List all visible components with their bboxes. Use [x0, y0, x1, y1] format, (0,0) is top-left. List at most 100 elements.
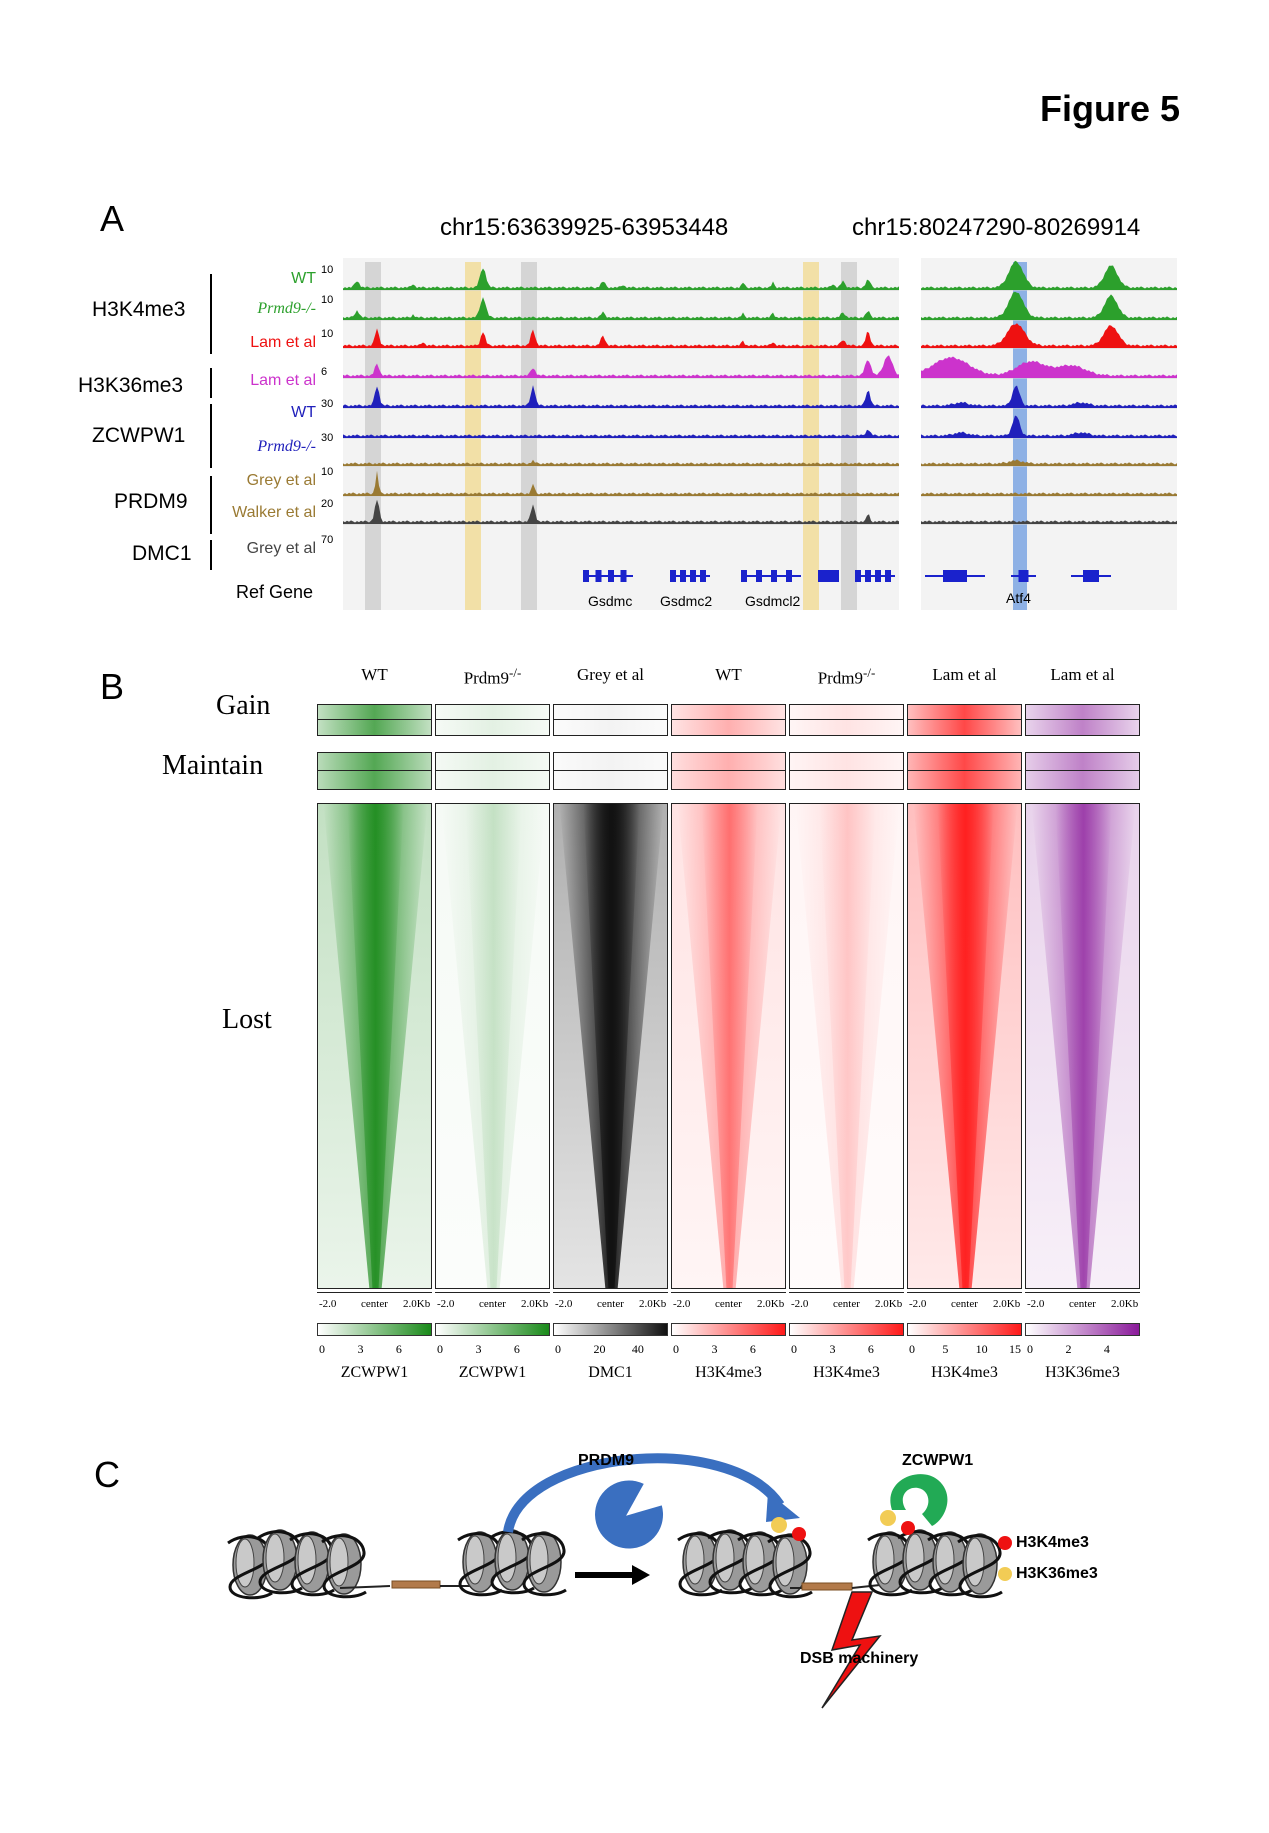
heatmap-maintain-3: [671, 752, 786, 790]
heatmap-col-title-6: Lam et al: [1050, 665, 1115, 684]
heatmap-maintain-4: [789, 752, 904, 790]
colorbar-tick-5-0: 0: [909, 1342, 915, 1356]
colorbar-tick-4-0: 0: [791, 1342, 797, 1356]
heatmap-maintain-6: [1025, 752, 1140, 790]
region-left-label: chr15:63639925-63953448: [440, 214, 729, 241]
gene-label-gsdmc2: Gsdmc2: [660, 593, 713, 609]
colorbar-1: [435, 1323, 550, 1336]
heatmap-axis-label-right-0: 2.0Kb: [403, 1298, 431, 1310]
track-signal-4: [921, 385, 1177, 408]
heatmap-gain-2: [553, 704, 668, 736]
colorbar-6: [1025, 1323, 1140, 1336]
heatmap-axis-label-right-2: 2.0Kb: [639, 1298, 667, 1310]
colorbar-tick-5-1: 5: [942, 1342, 949, 1356]
right-tracks-svg: [921, 260, 1177, 610]
heatmap-axis-label-left-6: -2.0: [1027, 1298, 1045, 1310]
colorbar-tick-6-1: 2: [1065, 1342, 1072, 1356]
bracket-h3k36me3: [210, 368, 212, 398]
track-label-7: Walker et al: [232, 504, 316, 521]
track-label-3: Lam et al: [250, 372, 316, 389]
colorbar-tick-0-2: 6: [395, 1342, 402, 1356]
track-scale-8: 70: [321, 534, 334, 546]
colorbar-tick-0-1: 3: [357, 1342, 364, 1356]
colorbar-label-1: ZCWPW1: [458, 1364, 527, 1381]
track-label-2: Lam et al: [250, 334, 316, 351]
colorbar-tick-3-0: 0: [673, 1342, 679, 1356]
chromatin-after: [676, 1528, 1004, 1599]
colorbar-label-0: ZCWPW1: [340, 1364, 409, 1381]
track-signal-7: [343, 470, 899, 496]
colorbar-label-6: H3K36me3: [1045, 1364, 1120, 1381]
track-signal-3: [921, 356, 1177, 378]
gene-label-gsdmc: Gsdmc: [588, 593, 633, 609]
heatmap-axis-label-right-4: 2.0Kb: [875, 1298, 903, 1310]
colorbar-3: [671, 1323, 786, 1336]
chromatin-before: [226, 1528, 568, 1600]
track-label-6: Grey et al: [246, 472, 316, 489]
prdm9-arrow: [503, 1453, 785, 1534]
heatmap-lost-3: [671, 803, 786, 1289]
heatmap-gain-5: [907, 704, 1022, 736]
colorbar-label-4: H3K4me3: [813, 1364, 880, 1381]
track-signal-2: [343, 328, 899, 348]
colorbar-2: [553, 1323, 668, 1336]
prdm9-label: PRDM9: [578, 1452, 635, 1469]
heatmap-axis-label-left-4: -2.0: [791, 1298, 809, 1310]
heatmap-axis-label-mid-6: center: [1069, 1298, 1096, 1310]
heatmap-axis-label-right-1: 2.0Kb: [521, 1298, 549, 1310]
track-signal-2: [921, 323, 1177, 348]
panel-b-letter: B: [100, 666, 125, 707]
track-signal-5: [921, 415, 1177, 438]
heatmap-axis-label-mid-1: center: [479, 1298, 506, 1310]
heatmap-col-title-1: Prdm9-/-: [463, 665, 522, 688]
colorbar-4: [789, 1323, 904, 1336]
model-diagram: [226, 1453, 1012, 1709]
heatmap-lost-6: [1025, 803, 1140, 1289]
track-label-8: Grey et al: [246, 540, 316, 557]
heatmap-col-title-5: Lam et al: [932, 665, 997, 684]
colorbar-tick-1-1: 3: [475, 1342, 482, 1356]
heatmap-axis-3: [671, 1292, 786, 1293]
track-signal-7: [921, 492, 1177, 496]
heatmap-axis-4: [789, 1292, 904, 1293]
track-scale-0: 10: [321, 264, 334, 276]
heatmap-lost-1: [435, 803, 550, 1289]
region-right-label: chr15:80247290-80269914: [852, 214, 1141, 241]
browser-panel-left: [343, 258, 899, 610]
browser-panel-right: [921, 258, 1177, 610]
colorbar-tick-4-1: 3: [829, 1342, 836, 1356]
legend-h3k36me3-label: H3K36me3: [1016, 1565, 1098, 1582]
heatmap-gain-4: [789, 704, 904, 736]
bracket-zcwpw1: [210, 404, 212, 468]
group-label-dmc1: DMC1: [132, 542, 192, 565]
colorbar-tick-5-2: 10: [975, 1342, 988, 1356]
row-label-lost: Lost: [222, 1004, 272, 1035]
colorbar-tick-3-2: 6: [749, 1342, 756, 1356]
heatmap-axis-label-mid-2: center: [597, 1298, 624, 1310]
colorbar-tick-2-1: 20: [593, 1342, 606, 1356]
track-signal-0: [921, 260, 1177, 290]
track-scale-2: 10: [321, 328, 334, 340]
heatmap-axis-label-right-6: 2.0Kb: [1111, 1298, 1139, 1310]
track-scale-7: 20: [321, 498, 334, 510]
heatmap-maintain-5: [907, 752, 1022, 790]
heatmap-col-title-4: Prdm9-/-: [817, 665, 876, 688]
track-signal-0: [343, 268, 899, 290]
colorbar-0: [317, 1323, 432, 1336]
heatmap-gain-3: [671, 704, 786, 736]
track-label-5: Prmd9-/-: [257, 438, 316, 455]
row-label-maintain: Maintain: [162, 750, 264, 781]
track-scale-4: 30: [321, 398, 334, 410]
panel-c-letter: C: [94, 1454, 120, 1495]
heatmap-maintain-1: [435, 752, 550, 790]
colorbar-label-3: H3K4me3: [695, 1364, 762, 1381]
heatmap-lost-0: [317, 803, 432, 1289]
colorbar-tick-5-3: 15: [1009, 1342, 1021, 1356]
heatmap-axis-label-left-5: -2.0: [909, 1298, 927, 1310]
heatmap-axis-label-right-3: 2.0Kb: [757, 1298, 785, 1310]
track-scale-3: 6: [321, 366, 328, 378]
heatmap-maintain-2: [553, 752, 668, 790]
heatmap-axis-2: [553, 1292, 668, 1293]
heatmap-axis-label-mid-3: center: [715, 1298, 742, 1310]
track-signal-6: [343, 459, 899, 466]
